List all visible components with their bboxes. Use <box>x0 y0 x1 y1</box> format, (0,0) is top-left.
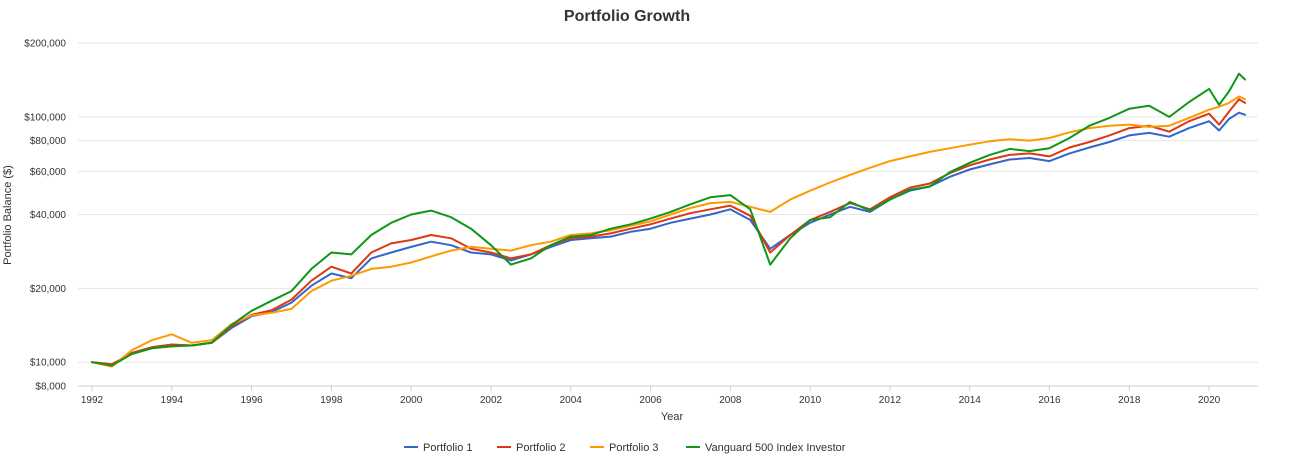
y-tick-label: $60,000 <box>30 167 67 178</box>
x-tick-label: 1992 <box>81 395 104 406</box>
x-tick-label: 2010 <box>799 395 822 406</box>
legend-item-label: Portfolio 1 <box>423 442 473 454</box>
legend-item-label: Portfolio 2 <box>516 442 566 454</box>
legend-item-label: Portfolio 3 <box>609 442 659 454</box>
series-line-2 <box>91 98 1246 366</box>
x-tick-label: 2012 <box>879 395 902 406</box>
x-tick-label: 1996 <box>240 395 263 406</box>
x-tick-label: 2020 <box>1198 395 1221 406</box>
legend: Portfolio 1 Portfolio 2 Portfolio 3 Vanguar… <box>404 442 846 454</box>
gridlines <box>78 42 1258 387</box>
y-axis-ticks: $8,000 $10,000 $20,000 $40,000 $60,000 $80,00… <box>24 39 66 393</box>
chart-title: Portfolio Growth <box>564 8 690 25</box>
y-tick-label: $40,000 <box>30 210 67 221</box>
x-tick-label: 2000 <box>400 395 423 406</box>
x-tick-label: 2004 <box>560 395 583 406</box>
y-tick-label: $10,000 <box>30 358 67 369</box>
x-tick-label: 1994 <box>161 395 184 406</box>
x-tick-label: 2018 <box>1118 395 1141 406</box>
series-line-4 <box>91 72 1246 367</box>
series-line-3 <box>91 95 1246 368</box>
x-tick-label: 2002 <box>480 395 503 406</box>
x-tick-label: 2008 <box>719 395 742 406</box>
y-tick-label: $200,000 <box>24 39 66 50</box>
y-tick-label: $20,000 <box>30 284 67 295</box>
y-tick-label: $80,000 <box>30 136 67 147</box>
series-line-1 <box>91 111 1246 366</box>
x-tick-label: 2014 <box>959 395 982 406</box>
x-axis-label: Year <box>661 411 684 423</box>
y-axis-label: Portfolio Balance ($) <box>2 165 14 265</box>
x-tick-label: 2006 <box>639 395 662 406</box>
x-tick-label: 2016 <box>1038 395 1061 406</box>
series-lines <box>91 72 1246 368</box>
legend-item-label: Vanguard 500 Index Investor <box>705 442 846 454</box>
y-tick-label: $8,000 <box>35 382 66 393</box>
x-tick-label: 1998 <box>320 395 343 406</box>
x-axis-ticks: 1992 1994 1996 1998 2000 2002 2004 2006 2008 2010… <box>81 386 1221 406</box>
y-tick-label: $100,000 <box>24 112 66 123</box>
